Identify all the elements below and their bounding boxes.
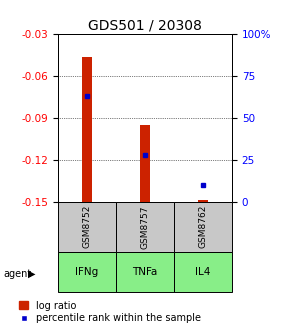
Bar [58,252,116,292]
Title: GDS501 / 20308: GDS501 / 20308 [88,18,202,33]
Bar [82,57,92,202]
Text: agent: agent [3,269,31,279]
Text: GSM8757: GSM8757 [140,205,150,249]
Bar [116,202,174,252]
Bar [116,252,174,292]
Bar [174,202,232,252]
Text: IFNg: IFNg [75,267,99,277]
Bar [198,200,208,202]
Text: IL4: IL4 [195,267,211,277]
Text: TNFa: TNFa [132,267,158,277]
Legend: log ratio, percentile rank within the sample: log ratio, percentile rank within the sa… [19,300,201,324]
Text: GSM8752: GSM8752 [82,205,92,249]
Bar [58,202,116,252]
Bar [174,252,232,292]
Text: ▶: ▶ [28,269,35,279]
Text: GSM8762: GSM8762 [198,205,208,249]
Bar [140,125,150,202]
